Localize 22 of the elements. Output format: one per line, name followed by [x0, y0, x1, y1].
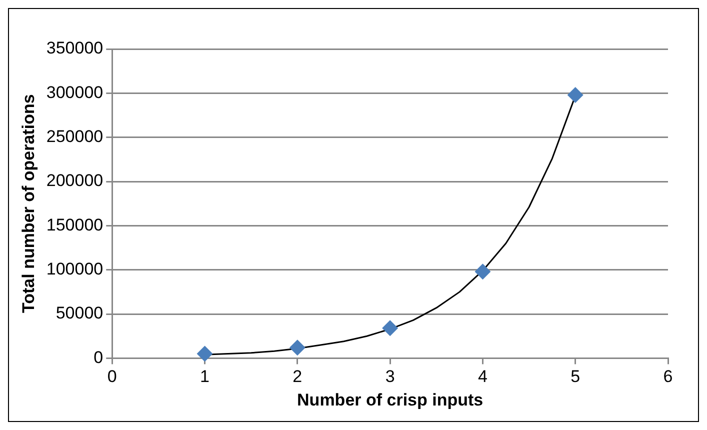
y-axis-title: Total number of operations: [18, 94, 38, 314]
y-tick-label: 100000: [46, 260, 104, 279]
x-tick-label: 3: [385, 367, 395, 386]
x-tick-label: 6: [663, 367, 673, 386]
point: [196, 346, 213, 362]
y-tick-label: 200000: [46, 171, 104, 190]
point: [474, 264, 491, 280]
x-tick-label: 4: [478, 367, 488, 386]
y-tick-label: 0: [94, 348, 104, 367]
point: [289, 340, 306, 356]
x-tick-label: 0: [107, 367, 117, 386]
x-axis-title: Number of crisp inputs: [297, 390, 484, 410]
y-tick-label: 150000: [46, 215, 104, 234]
y-tick-label: 350000: [46, 38, 104, 58]
point: [382, 320, 398, 336]
point: [567, 86, 584, 103]
y-tick-label: 50000: [56, 304, 104, 323]
x-tick-label: 2: [292, 367, 302, 386]
x-tick-label: 5: [570, 367, 580, 386]
x-tick-label: 1: [200, 367, 210, 386]
y-tick-label: 250000: [46, 127, 104, 146]
y-tick-label: 300000: [46, 82, 104, 102]
